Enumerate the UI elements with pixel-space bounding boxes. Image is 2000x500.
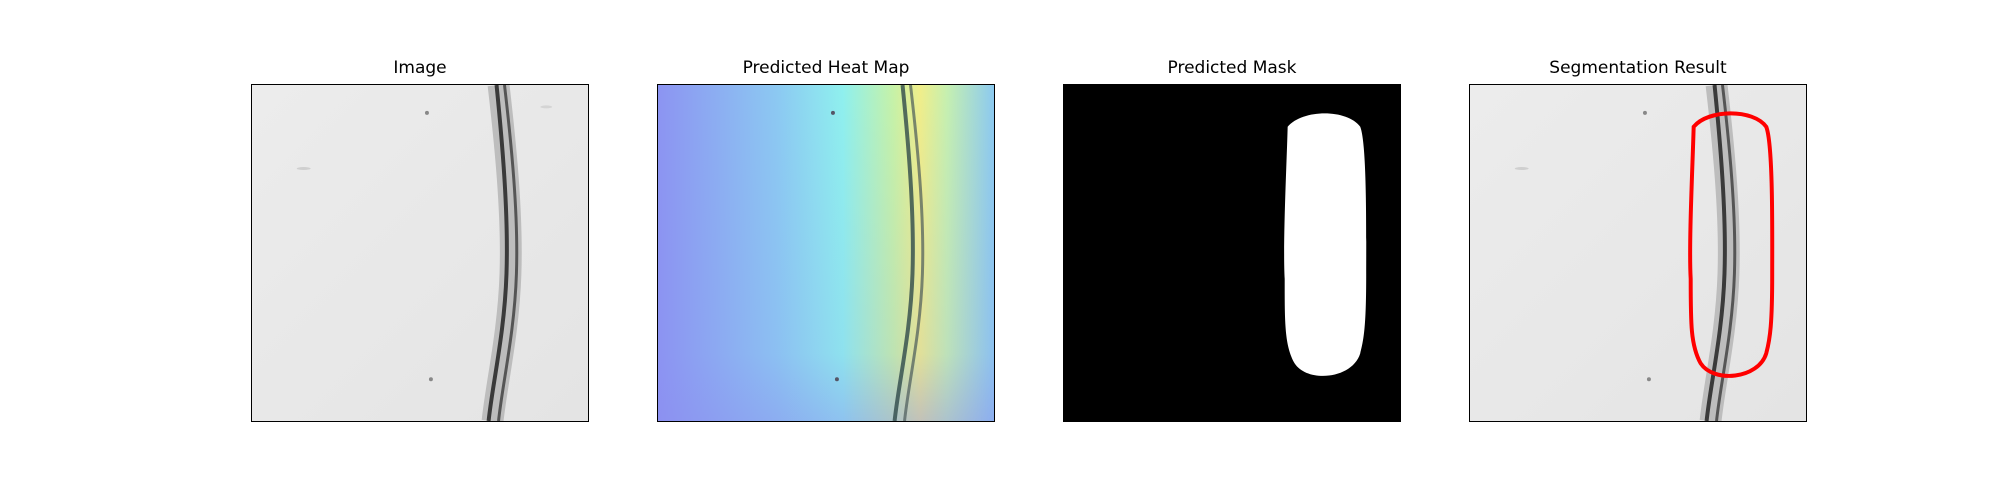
input-image-panel	[251, 84, 589, 422]
panel-title-heat-map: Predicted Heat Map	[742, 58, 910, 78]
panel-title-segmentation: Segmentation Result	[1549, 58, 1727, 78]
panel-title-image: Image	[393, 58, 447, 78]
input-image	[252, 85, 588, 421]
segmentation-result-panel	[1469, 84, 1807, 422]
predicted-mask	[1064, 85, 1400, 421]
heat-map	[658, 85, 994, 421]
mask-panel	[1063, 84, 1401, 422]
heat-map-panel	[657, 84, 995, 422]
segmentation-result	[1470, 85, 1806, 421]
panel-title-mask: Predicted Mask	[1167, 58, 1297, 78]
segmentation-contour	[1688, 111, 1775, 378]
